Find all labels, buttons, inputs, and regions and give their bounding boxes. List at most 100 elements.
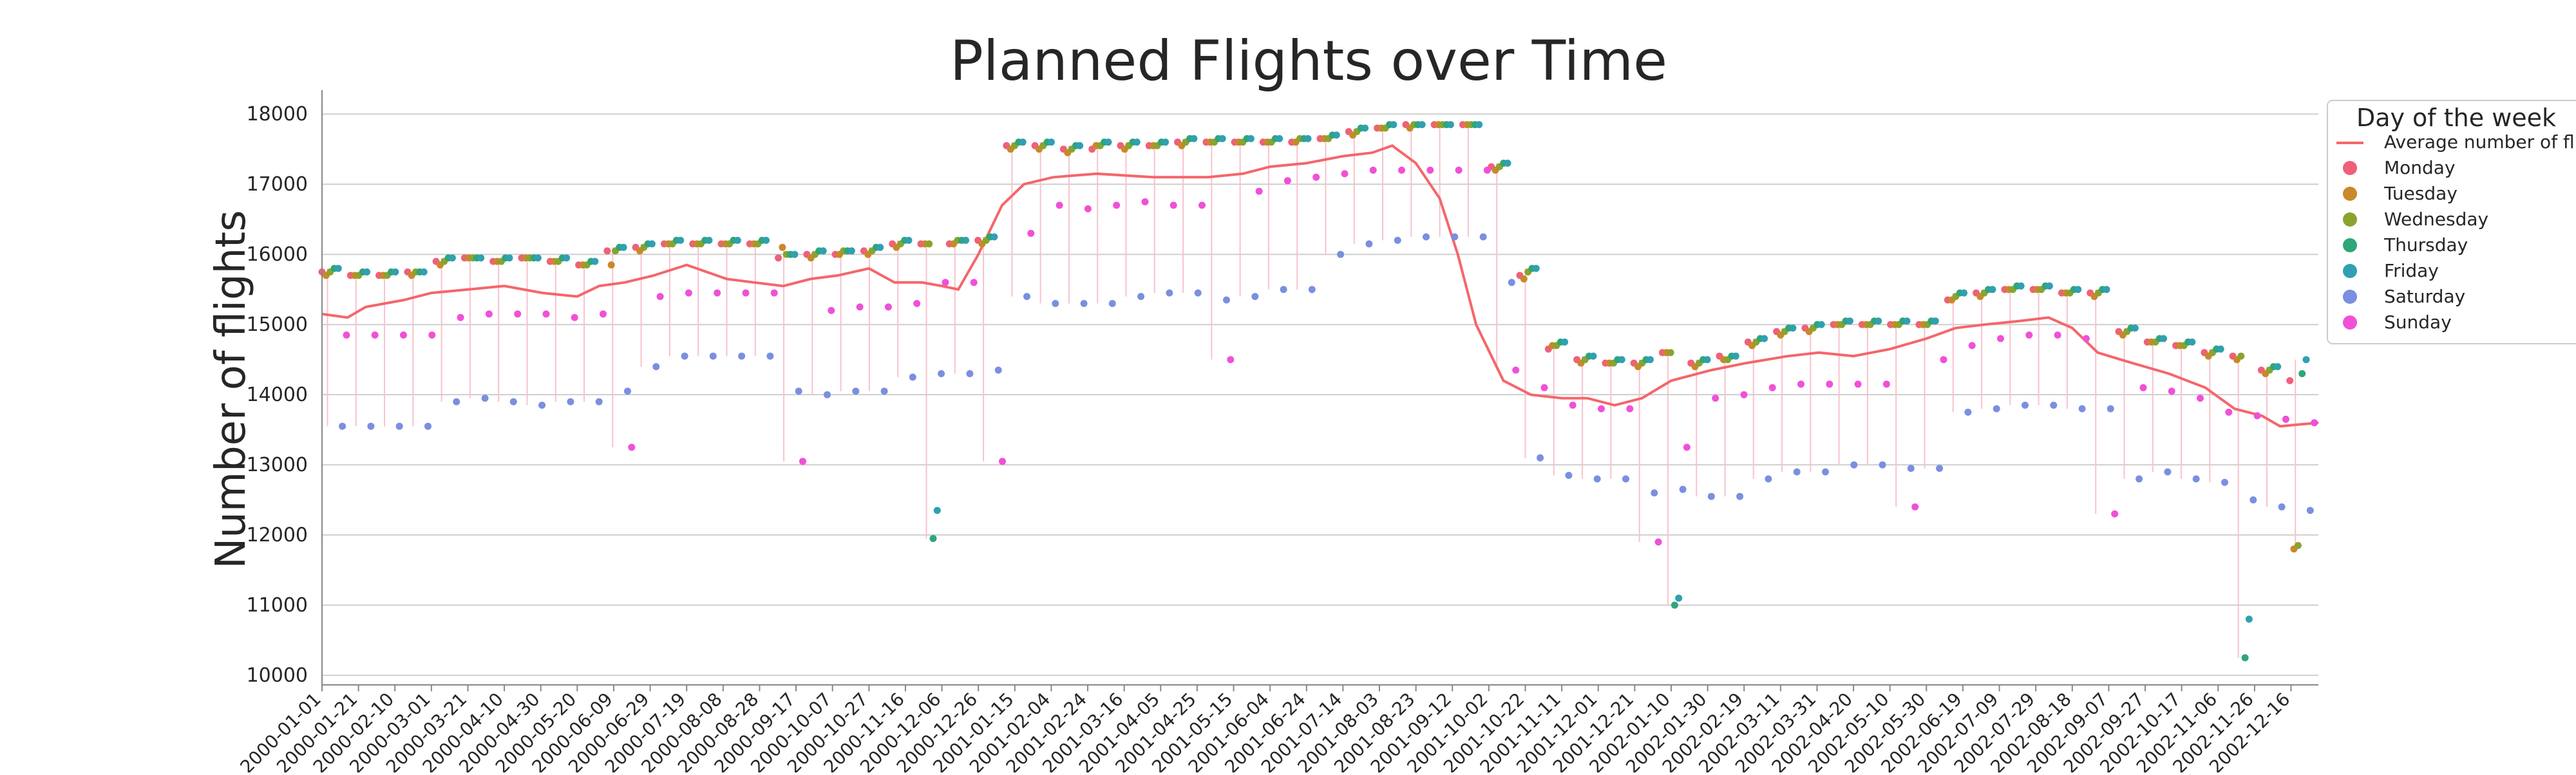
sunday-point: [1283, 177, 1291, 185]
saturday-point: [1365, 240, 1373, 248]
sunday-point: [1369, 166, 1377, 174]
sunday-point: [457, 313, 464, 321]
saturday-point: [2164, 468, 2172, 476]
friday-point: [1418, 121, 1426, 129]
saturday-point: [966, 370, 974, 377]
friday-point: [1732, 352, 1739, 360]
friday-point: [1047, 138, 1055, 146]
sunday-point: [1654, 538, 1662, 546]
legend-marker: [2343, 264, 2357, 278]
friday-point: [506, 254, 513, 262]
saturday-point: [681, 352, 688, 360]
sunday-point: [1312, 173, 1320, 181]
monday-point: [2286, 377, 2294, 384]
legend-label: Saturday: [2384, 286, 2465, 307]
saturday-point: [481, 395, 489, 402]
friday-point: [363, 268, 371, 275]
sunday-point: [1598, 405, 1605, 413]
legend-marker: [2343, 212, 2357, 227]
average-line: [321, 144, 2319, 428]
friday-point: [1076, 142, 1084, 149]
saturday-point: [1052, 300, 1059, 307]
friday-point: [1561, 338, 1569, 346]
y-tick-label: 10000: [247, 664, 308, 687]
sunday-point: [685, 289, 692, 297]
saturday-point: [1137, 293, 1145, 301]
thursday-point: [1671, 601, 1678, 609]
sunday-point: [628, 444, 636, 451]
friday-point: [1504, 160, 1511, 167]
friday-point: [791, 250, 799, 258]
sunday-point: [1882, 380, 1890, 388]
sunday-point: [1455, 166, 1463, 174]
friday-point: [534, 254, 542, 262]
saturday-point: [880, 388, 888, 395]
legend-title: Day of the week: [2356, 104, 2556, 132]
friday-point: [734, 236, 741, 244]
sunday-point: [1483, 166, 1491, 174]
friday-point: [563, 254, 571, 262]
y-axis-label: Number of flights: [207, 210, 255, 568]
friday-point: [962, 236, 970, 244]
tuesday-point: [779, 243, 786, 251]
friday-point: [1133, 138, 1141, 146]
sunday-point: [1712, 395, 1719, 402]
legend-marker: [2343, 187, 2357, 201]
friday-point: [1989, 286, 1996, 294]
sunday-point: [600, 310, 607, 318]
sunday-point: [856, 303, 864, 311]
saturday-point: [424, 422, 431, 430]
friday-point: [1761, 335, 1768, 342]
saturday-point: [1108, 300, 1116, 307]
legend-marker: [2343, 238, 2357, 252]
saturday-point: [1166, 289, 1173, 297]
saturday-point: [367, 422, 375, 430]
saturday-point: [2078, 405, 2086, 413]
friday-point: [1247, 135, 1255, 142]
data-points: [318, 121, 2318, 662]
saturday-point: [1251, 293, 1259, 301]
sunday-point: [1683, 444, 1690, 451]
friday-point: [1532, 265, 1540, 272]
sunday-point: [2111, 510, 2119, 518]
sunday-point: [2054, 331, 2061, 339]
sunday-point: [2139, 384, 2147, 391]
friday-point: [648, 240, 656, 248]
sunday-point: [942, 279, 949, 286]
saturday-point: [994, 366, 1002, 374]
friday-point: [2017, 282, 2025, 290]
sunday-point: [1426, 166, 1434, 174]
saturday-point: [2221, 478, 2228, 486]
sunday-point: [1940, 356, 1947, 364]
saturday-point: [1308, 286, 1316, 294]
saturday-point: [938, 370, 945, 377]
saturday-point: [652, 363, 660, 371]
saturday-point: [2022, 402, 2029, 409]
friday-point: [1304, 135, 1312, 142]
y-tick-label: 15000: [247, 313, 308, 336]
wednesday-point: [1667, 349, 1674, 357]
sunday-point: [1255, 187, 1263, 195]
sunday-point: [1740, 391, 1748, 398]
sunday-point: [1512, 366, 1520, 374]
saturday-point: [1879, 461, 1886, 469]
thursday-point: [929, 535, 937, 543]
sunday-point: [1341, 170, 1349, 178]
friday-point: [1589, 352, 1597, 360]
sunday-point: [1797, 380, 1804, 388]
saturday-point: [1394, 236, 1401, 244]
legend-label: Monday: [2384, 157, 2456, 178]
legend-label: Tuesday: [2383, 183, 2458, 204]
gridlines: [322, 113, 2318, 677]
sunday-point: [2311, 419, 2318, 427]
saturday-point: [1765, 475, 1772, 483]
saturday-point: [1993, 405, 2000, 413]
saturday-point: [1337, 250, 1345, 258]
friday-point: [2160, 335, 2168, 342]
saturday-point: [1793, 468, 1801, 476]
legend-marker: [2343, 315, 2357, 330]
friday-point: [2302, 356, 2310, 364]
sunday-point: [428, 331, 436, 339]
saturday-point: [453, 398, 460, 406]
